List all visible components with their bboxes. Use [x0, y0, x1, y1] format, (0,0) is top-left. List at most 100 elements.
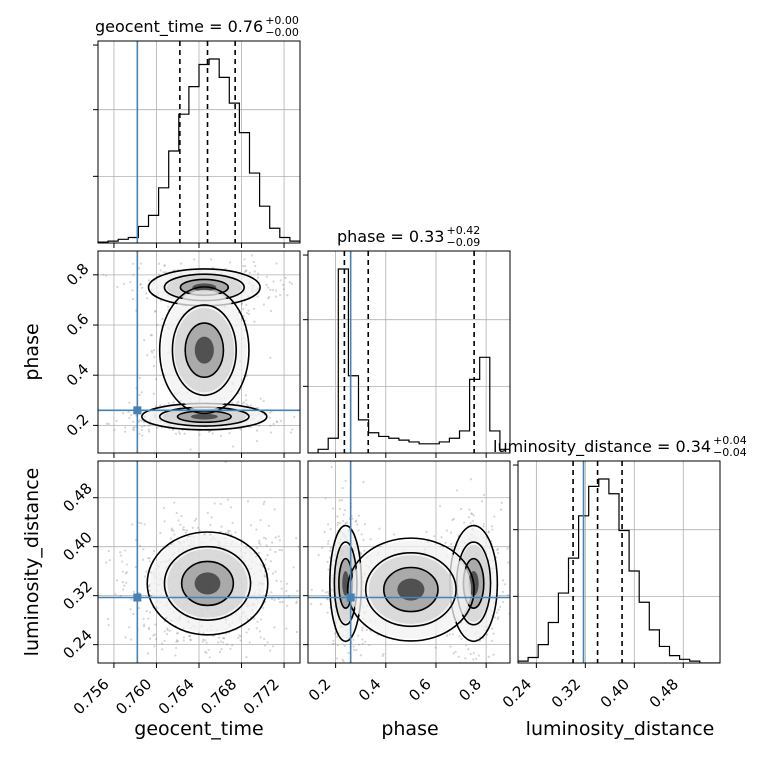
sample-point — [511, 657, 513, 659]
sample-point — [274, 570, 277, 573]
y-axis-label-phase: phase — [21, 323, 43, 380]
sample-point — [472, 658, 475, 661]
sample-point — [241, 402, 244, 405]
sample-point — [142, 421, 146, 424]
sample-point — [256, 620, 259, 623]
sample-point — [147, 424, 150, 427]
density-contour — [382, 566, 439, 613]
sample-point — [147, 617, 150, 620]
sample-point — [434, 646, 437, 649]
sample-point — [203, 639, 207, 642]
panel-phase-phase — [303, 250, 511, 458]
histogram-luminosity_distance — [518, 478, 720, 663]
sample-point — [451, 518, 454, 522]
sample-point — [496, 617, 499, 621]
sample-point — [267, 524, 270, 527]
sample-point — [458, 635, 461, 638]
sample-point — [54, 398, 56, 400]
sample-point — [304, 584, 306, 586]
sample-point — [123, 430, 127, 433]
sample-point — [163, 506, 166, 510]
sample-point — [137, 606, 141, 610]
sample-point — [188, 635, 191, 638]
sample-point — [195, 517, 198, 520]
sample-point — [146, 652, 150, 655]
sample-point — [324, 497, 327, 500]
sample-point — [321, 589, 324, 592]
sample-point — [368, 643, 371, 647]
panel-frame — [307, 460, 511, 664]
sample-point — [273, 626, 276, 629]
sample-point — [285, 627, 288, 630]
sample-point — [148, 637, 152, 640]
sample-point — [454, 650, 457, 654]
sample-point — [464, 657, 467, 660]
sample-point — [491, 528, 494, 531]
sample-point — [259, 519, 262, 522]
density-fill — [194, 572, 221, 595]
sample-point — [147, 428, 150, 431]
sample-point — [316, 417, 318, 419]
sample-point — [275, 262, 278, 265]
sample-point — [247, 312, 250, 316]
sample-point — [327, 540, 330, 543]
sample-point — [115, 420, 118, 423]
sample-point — [470, 512, 473, 515]
sample-point — [170, 528, 173, 532]
sample-point — [267, 567, 270, 571]
sample-point — [102, 273, 105, 276]
sample-point — [328, 663, 330, 665]
sample-point — [341, 486, 344, 490]
sample-point — [130, 665, 132, 667]
sample-point — [360, 533, 363, 536]
sample-point — [166, 628, 169, 632]
sample-point — [465, 644, 468, 647]
title-plus: +0.04 — [713, 434, 747, 447]
sample-point — [262, 303, 265, 306]
sample-point — [161, 648, 164, 651]
sample-point — [336, 644, 339, 647]
sample-point — [467, 648, 470, 651]
sample-point — [193, 519, 197, 522]
sample-point — [176, 632, 179, 635]
sample-point — [296, 589, 299, 593]
sample-point — [267, 286, 270, 289]
sample-point — [363, 640, 367, 643]
sample-point — [251, 457, 253, 459]
sample-point — [259, 543, 262, 546]
sample-point — [108, 559, 111, 562]
sample-point — [289, 431, 292, 434]
sample-point — [265, 544, 268, 547]
sample-point — [170, 527, 173, 530]
sample-point — [515, 560, 517, 562]
sample-point — [189, 448, 192, 451]
sample-point — [507, 561, 510, 564]
sample-point — [198, 433, 201, 436]
sample-point — [490, 525, 494, 528]
y-tick-label: 0.32 — [59, 577, 95, 613]
sample-point — [242, 401, 246, 404]
sample-point — [310, 602, 313, 606]
sample-point — [209, 430, 212, 433]
sample-point — [501, 579, 505, 582]
sample-point — [326, 523, 330, 526]
sample-point — [445, 529, 448, 532]
sample-point — [266, 554, 269, 557]
sample-point — [433, 535, 436, 538]
sample-point — [336, 657, 339, 660]
sample-point — [152, 550, 156, 553]
sample-point — [503, 583, 507, 586]
sample-point — [168, 629, 171, 633]
sample-point — [265, 275, 268, 278]
sample-point — [288, 281, 291, 284]
sample-point — [242, 315, 245, 318]
sample-point — [352, 648, 356, 652]
sample-point — [292, 566, 295, 569]
density-contour — [364, 552, 457, 628]
sample-point — [369, 538, 372, 541]
sample-point — [182, 639, 185, 642]
sample-point — [258, 424, 261, 427]
sample-point — [264, 575, 267, 578]
density-contour — [346, 537, 475, 642]
sample-point — [175, 511, 178, 515]
